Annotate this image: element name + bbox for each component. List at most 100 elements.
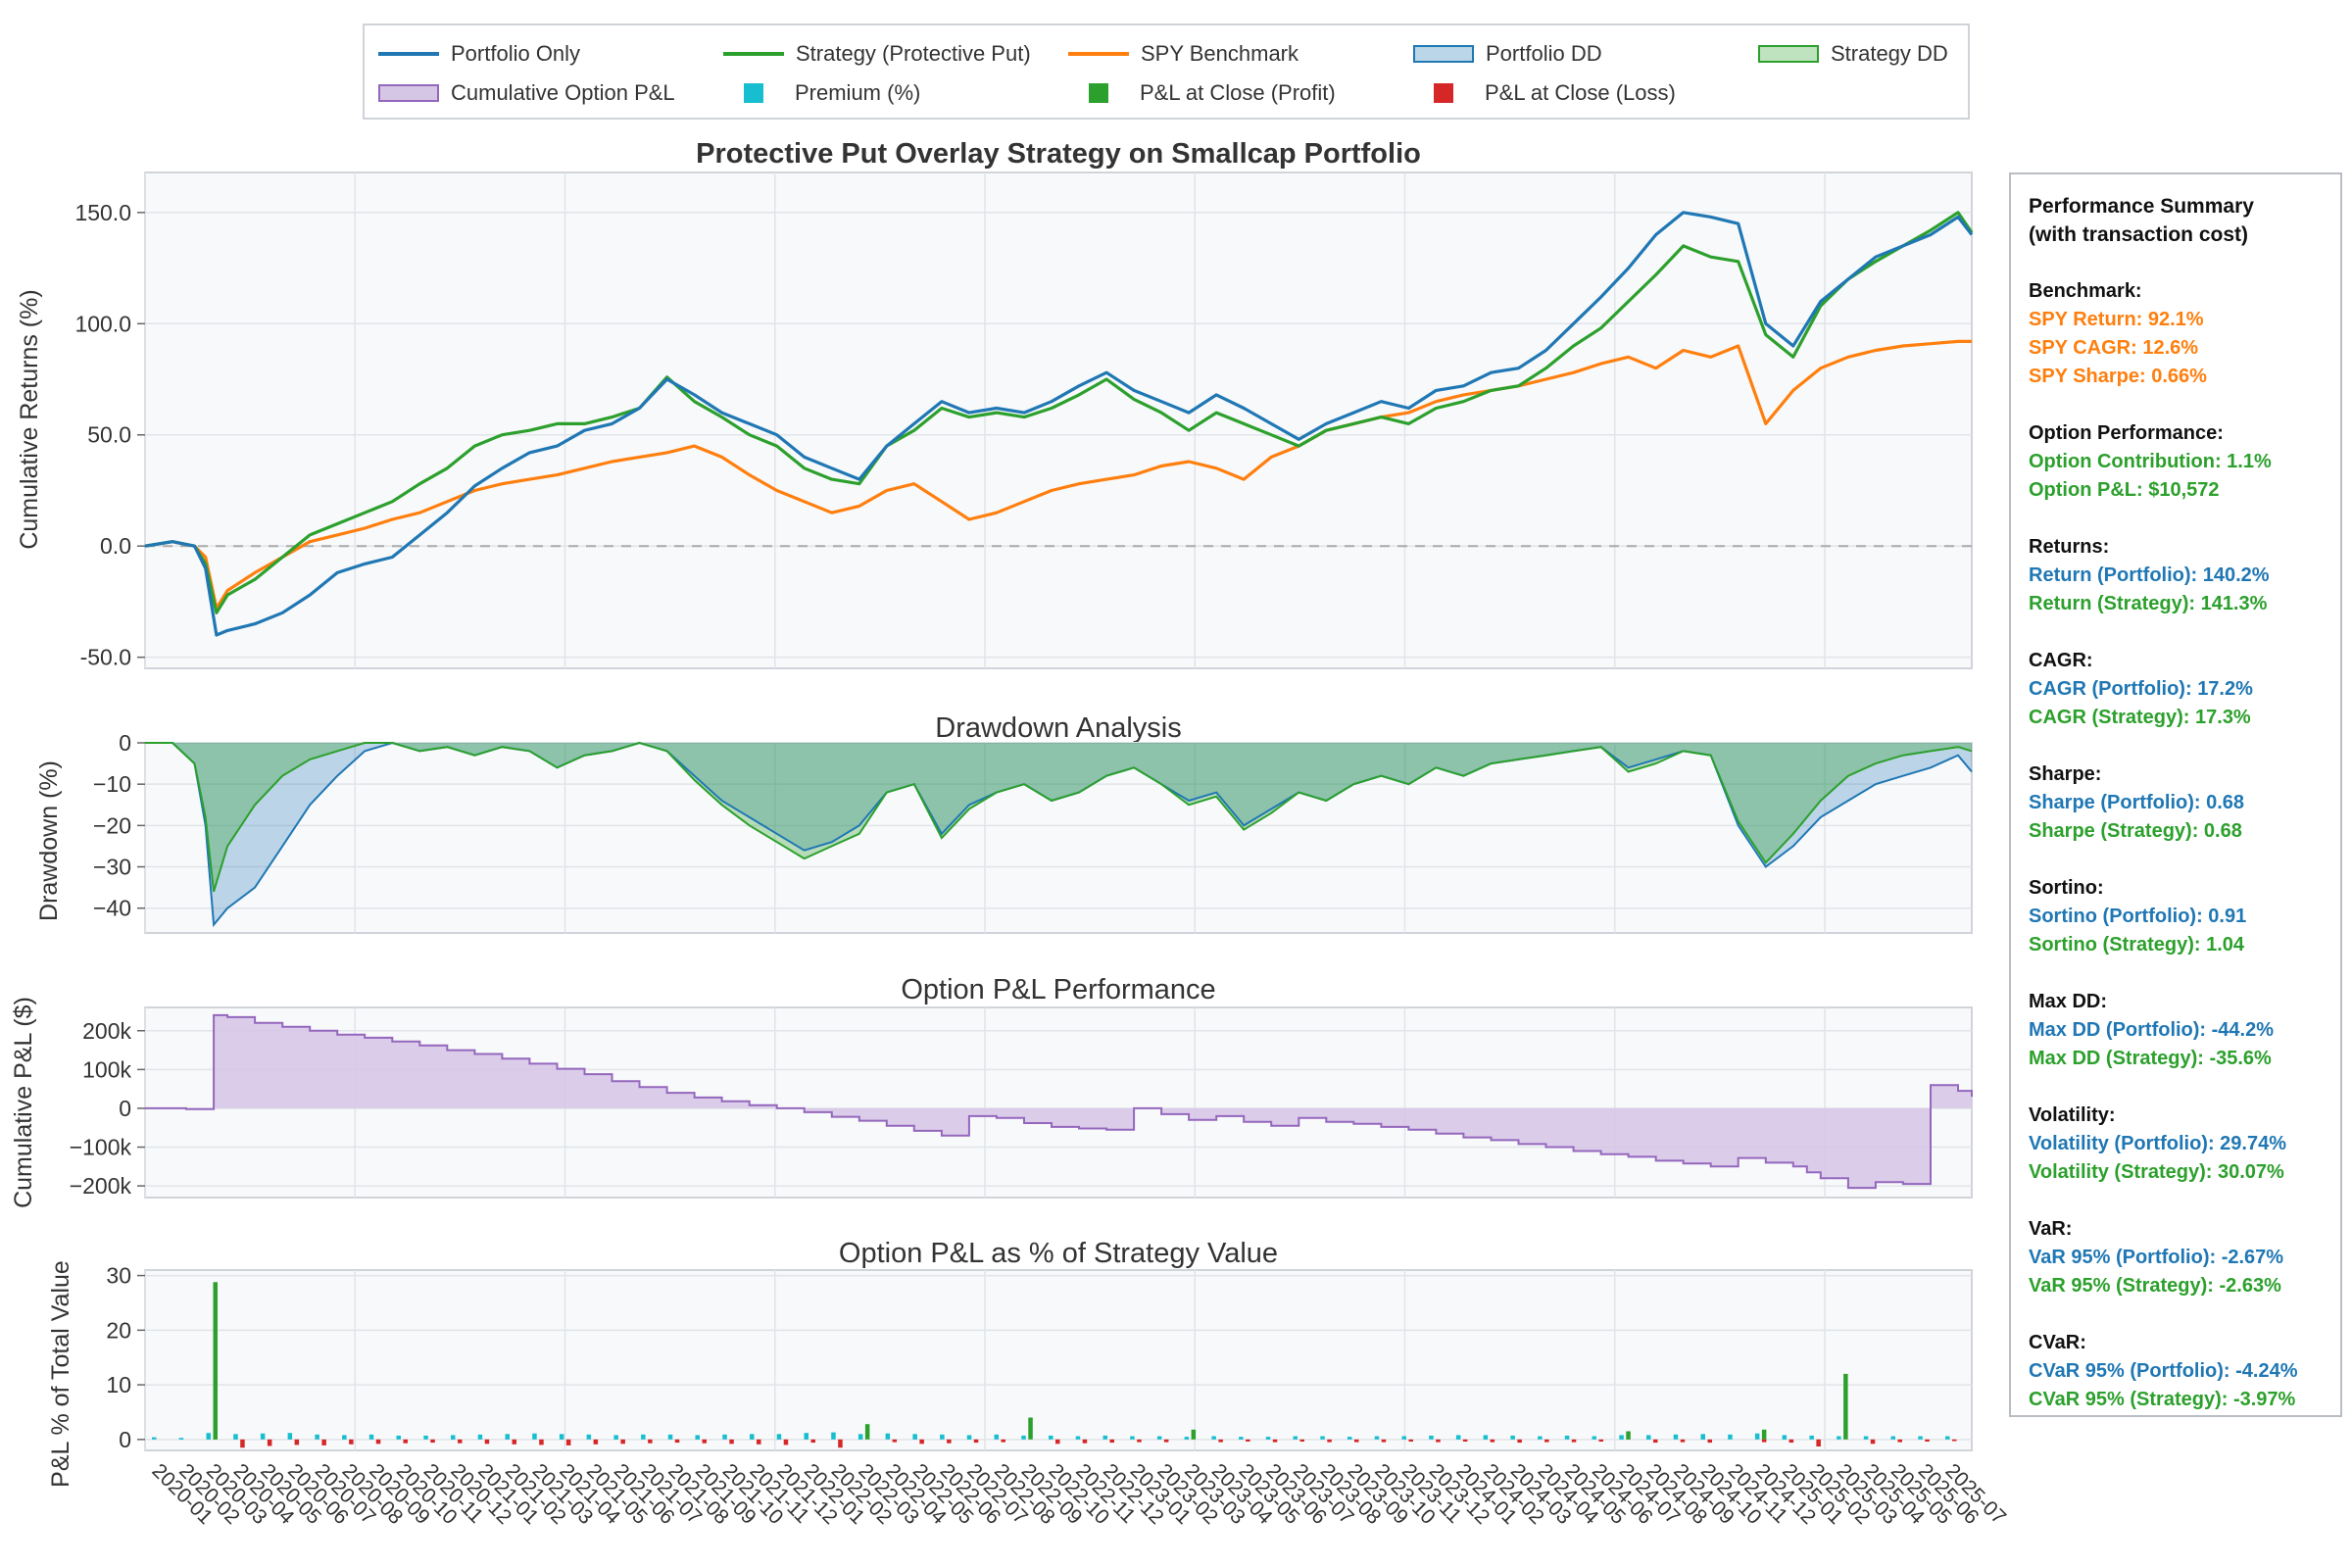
summary-section: VaR: VaR 95% (Portfolio): -2.67% VaR 95% (… bbox=[2029, 1215, 2323, 1300]
premium-bar bbox=[1075, 1436, 1081, 1440]
premium-bar bbox=[1754, 1433, 1760, 1440]
summary-metric: SPY Sharpe: 0.66% bbox=[2029, 366, 2207, 387]
legend-label: Portfolio Only bbox=[451, 41, 581, 66]
summary-metric: Sharpe (Portfolio): 0.68 bbox=[2029, 792, 2245, 813]
premium-bar bbox=[966, 1435, 972, 1440]
portfolio-line bbox=[144, 211, 1974, 637]
legend-label: P&L at Close (Loss) bbox=[1485, 80, 1676, 105]
loss-bar bbox=[267, 1439, 272, 1446]
legend-label: Strategy DD bbox=[1831, 41, 1948, 66]
loss-bar bbox=[593, 1439, 599, 1445]
loss-bar bbox=[240, 1439, 245, 1448]
loss-bar bbox=[1816, 1439, 1821, 1446]
premium-bar bbox=[804, 1433, 808, 1440]
summary-metric: Volatility (Strategy): 30.07% bbox=[2029, 1161, 2284, 1183]
chart-title: Option P&L as % of Strategy Value bbox=[839, 1238, 1278, 1269]
premium-bar bbox=[1592, 1436, 1596, 1440]
loss-bar bbox=[1299, 1439, 1304, 1442]
plot-area bbox=[144, 1269, 1973, 1451]
strategy-dd-line bbox=[145, 741, 1973, 893]
summary-sections: Benchmark: SPY Return: 92.1% SPY CAGR: 12.… bbox=[2029, 277, 2323, 1414]
premium-bar bbox=[750, 1434, 755, 1440]
loss-bar bbox=[674, 1439, 680, 1444]
summary-section-title: Sortino: bbox=[2029, 877, 2104, 899]
loss-bar bbox=[1544, 1439, 1549, 1443]
premium-bar bbox=[1890, 1436, 1895, 1440]
loss-bar bbox=[1897, 1439, 1902, 1443]
profit-bar bbox=[1761, 1429, 1767, 1440]
legend-item-portfolio-only: Portfolio Only bbox=[378, 41, 580, 67]
premium-bar bbox=[1619, 1435, 1624, 1440]
profit-bar bbox=[1843, 1373, 1848, 1440]
summary-metric: Sortino (Portfolio): 0.91 bbox=[2029, 906, 2247, 927]
premium-bar bbox=[667, 1434, 673, 1440]
loss-bar bbox=[1436, 1439, 1441, 1443]
summary-section-title: Sharpe: bbox=[2029, 763, 2102, 785]
loss-bar bbox=[1218, 1439, 1223, 1443]
plot-area bbox=[144, 172, 1973, 669]
premium-bar bbox=[559, 1434, 564, 1440]
summary-section-title: CVaR: bbox=[2029, 1332, 2086, 1353]
summary-metric: CAGR (Portfolio): 17.2% bbox=[2029, 678, 2253, 700]
premium-bar bbox=[233, 1434, 238, 1440]
loss-bar bbox=[620, 1439, 625, 1445]
legend-item-spy: SPY Benchmark bbox=[1068, 41, 1298, 67]
chart-title: Drawdown Analysis bbox=[935, 712, 1181, 744]
plot-area bbox=[144, 742, 1973, 934]
strategy-dd-area bbox=[145, 743, 1972, 892]
y-tick-label: 100k bbox=[82, 1056, 131, 1082]
premium-bar bbox=[940, 1434, 945, 1440]
y-tick-label: 100.0 bbox=[74, 311, 131, 336]
premium-bar bbox=[1429, 1435, 1434, 1440]
y-tick-label: 30 bbox=[106, 1263, 131, 1289]
summary-metric: Max DD (Strategy): -35.6% bbox=[2029, 1048, 2272, 1069]
premium-bar bbox=[152, 1437, 157, 1440]
premium-bar bbox=[1130, 1436, 1135, 1440]
loss-bar bbox=[1680, 1439, 1686, 1443]
summary-subtitle: (with transaction cost) bbox=[2029, 223, 2249, 246]
y-tick-label: 0 bbox=[119, 1427, 131, 1452]
legend-item-strategy-dd: Strategy DD bbox=[1758, 41, 1948, 67]
premium-bar bbox=[1945, 1436, 1950, 1440]
premium-bar bbox=[1320, 1436, 1325, 1440]
summary-section: Max DD: Max DD (Portfolio): -44.2% Max DD … bbox=[2029, 988, 2323, 1073]
y-axis-label: P&L % of Total Value bbox=[47, 1260, 74, 1488]
legend-label: Premium (%) bbox=[795, 80, 921, 105]
y-tick-label: −200k bbox=[70, 1173, 132, 1199]
legend-swatch-spy-line bbox=[1068, 52, 1129, 56]
y-tick-label: −40 bbox=[93, 896, 131, 921]
summary-title: Performance Summary bbox=[2029, 195, 2254, 218]
loss-bar bbox=[321, 1439, 326, 1446]
summary-section: CAGR: CAGR (Portfolio): 17.2% CAGR (Strate… bbox=[2029, 647, 2323, 732]
loss-bar bbox=[947, 1439, 952, 1444]
premium-bar bbox=[477, 1434, 483, 1440]
premium-bar bbox=[1021, 1435, 1026, 1440]
premium-bar bbox=[1837, 1436, 1841, 1440]
profit-bar bbox=[1626, 1431, 1631, 1440]
premium-bar bbox=[722, 1434, 727, 1440]
legend-label: Strategy (Protective Put) bbox=[796, 41, 1031, 66]
y-tick-label: −10 bbox=[93, 771, 131, 797]
summary-section: Returns: Return (Portfolio): 140.2% Return… bbox=[2029, 533, 2323, 618]
loss-bar bbox=[1272, 1439, 1278, 1443]
legend-label: SPY Benchmark bbox=[1141, 41, 1299, 66]
premium-bar bbox=[776, 1434, 782, 1440]
premium-bar bbox=[1918, 1436, 1923, 1440]
loss-bar bbox=[783, 1439, 789, 1446]
loss-bar bbox=[838, 1439, 843, 1448]
loss-bar bbox=[1055, 1439, 1060, 1445]
loss-bar bbox=[1707, 1439, 1712, 1444]
loss-bar bbox=[919, 1439, 924, 1445]
premium-bar bbox=[1348, 1437, 1352, 1440]
loss-bar bbox=[1408, 1439, 1413, 1442]
premium-bar bbox=[1510, 1435, 1515, 1440]
premium-bar bbox=[368, 1434, 374, 1440]
loss-bar bbox=[375, 1439, 381, 1445]
loss-bar bbox=[512, 1439, 516, 1445]
legend-item-profit: P&L at Close (Profit) bbox=[1068, 80, 1336, 106]
strategy-line bbox=[144, 211, 1974, 614]
y-tick-label: 0.0 bbox=[100, 533, 131, 559]
chart-title: Option P&L Performance bbox=[901, 974, 1215, 1005]
summary-metric: Option Contribution: 1.1% bbox=[2029, 451, 2272, 472]
